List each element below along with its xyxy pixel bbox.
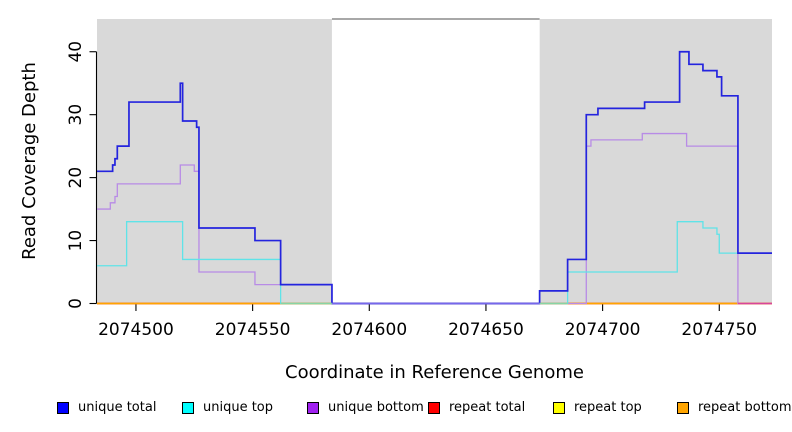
series-line-unique-top bbox=[97, 221, 772, 305]
x-tick-label: 2074700 bbox=[565, 320, 641, 340]
x-tick-label: 2074650 bbox=[448, 320, 524, 340]
x-tick-label: 2074750 bbox=[681, 320, 757, 340]
x-axis-title: Coordinate in Reference Genome bbox=[285, 362, 584, 383]
shaded-region bbox=[97, 19, 332, 304]
y-tick-label: 30 bbox=[66, 104, 86, 126]
masked-region bbox=[331, 19, 540, 304]
series-line-unique-bottom bbox=[97, 132, 772, 305]
x-tick-label: 2074500 bbox=[98, 320, 174, 340]
shaded-region bbox=[539, 19, 772, 304]
y-axis-title: Read Coverage Depth bbox=[19, 62, 40, 260]
y-tick-label: 40 bbox=[66, 41, 86, 63]
y-tick-label: 10 bbox=[66, 230, 86, 252]
x-tick-label: 2074600 bbox=[331, 320, 407, 340]
y-tick-label: 20 bbox=[66, 167, 86, 189]
y-tick-label: 0 bbox=[66, 298, 86, 309]
x-tick-label: 2074550 bbox=[215, 320, 291, 340]
